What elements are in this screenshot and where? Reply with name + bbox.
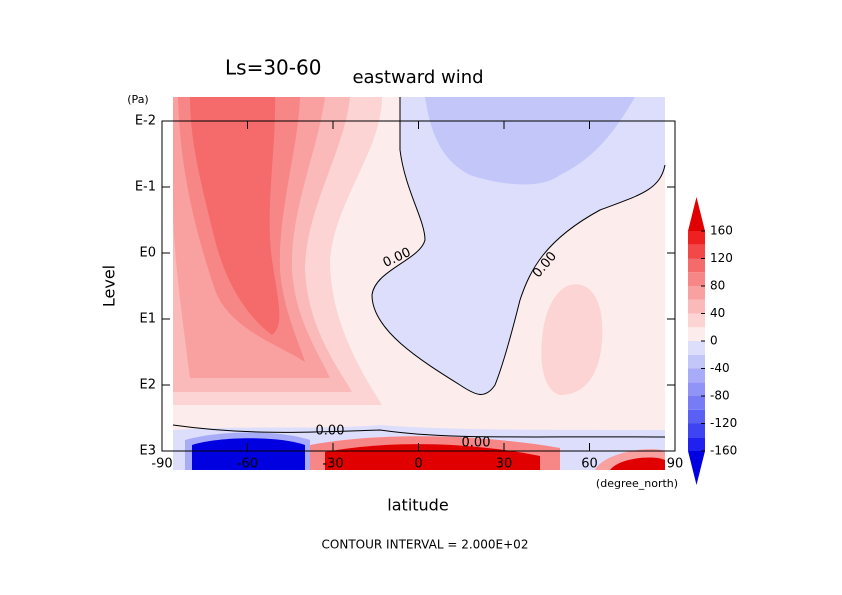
y-tick-label: E-2 [135, 114, 156, 129]
colorbar-box [688, 341, 705, 355]
colorbar-box [688, 423, 705, 438]
contour-fill [425, 97, 635, 185]
subtitle: Ls=30-60 [225, 56, 321, 80]
colorbar-box [688, 231, 705, 245]
contour-line [172, 424, 666, 438]
colorbar-box [688, 368, 705, 383]
x-axis-label: latitude [387, 496, 448, 515]
y-tick-label: E-1 [135, 180, 156, 195]
x-tick-label: 0 [414, 457, 422, 472]
x-tick-label: 90 [667, 457, 684, 472]
colorbar-box [688, 327, 705, 341]
x-tick-label: -90 [151, 457, 172, 472]
colorbar-box [688, 272, 705, 286]
colorbar-box [688, 299, 705, 314]
colorbar-label: 120 [710, 251, 733, 265]
x-unit: (degree_north) [596, 477, 678, 490]
colorbar-box [688, 354, 705, 369]
x-tick-label: 30 [496, 457, 513, 472]
colorbar-label: 80 [710, 279, 725, 293]
colorbar-box [688, 409, 705, 424]
contour-label: 0.00 [316, 424, 345, 439]
colorbar-label: -120 [710, 416, 737, 430]
contour-fill [192, 438, 305, 470]
y-tick-label: E0 [140, 246, 157, 261]
footnote: CONTOUR INTERVAL = 2.000E+02 [322, 538, 529, 552]
colorbar-extend [688, 451, 705, 485]
chart-title: eastward wind [352, 67, 483, 88]
y-tick-label: E3 [140, 444, 157, 459]
colorbar-box [688, 244, 705, 259]
colorbar-label: -80 [710, 389, 730, 403]
y-unit: (Pa) [127, 93, 148, 106]
y-tick-label: E1 [140, 312, 157, 327]
colorbar-box [688, 437, 705, 451]
contour-line [371, 97, 666, 395]
colorbar-box [688, 382, 705, 396]
contour-label: 0.00 [462, 436, 491, 451]
contour-fill [610, 457, 665, 470]
x-tick-label: 60 [581, 457, 598, 472]
y-tick-label: E2 [140, 378, 157, 393]
colorbar-label: -40 [710, 361, 730, 375]
y-axis-label: Level [100, 265, 119, 307]
colorbar-extend [688, 197, 705, 231]
contour-fill [541, 284, 603, 395]
colorbar-box [688, 258, 705, 273]
colorbar-box [688, 396, 705, 410]
contour-fill [372, 97, 665, 395]
colorbar-box [688, 313, 705, 328]
colorbar-label: 40 [710, 306, 725, 320]
colorbar-label: 160 [710, 224, 733, 238]
x-tick-label: -30 [322, 457, 343, 472]
contour-fills [173, 97, 665, 470]
x-tick-label: -60 [237, 457, 258, 472]
colorbar-label: 0 [710, 334, 718, 348]
contour-lines [172, 97, 666, 438]
colorbar-label: -160 [710, 444, 737, 458]
contour-fill [190, 97, 280, 335]
colorbar-box [688, 286, 705, 300]
